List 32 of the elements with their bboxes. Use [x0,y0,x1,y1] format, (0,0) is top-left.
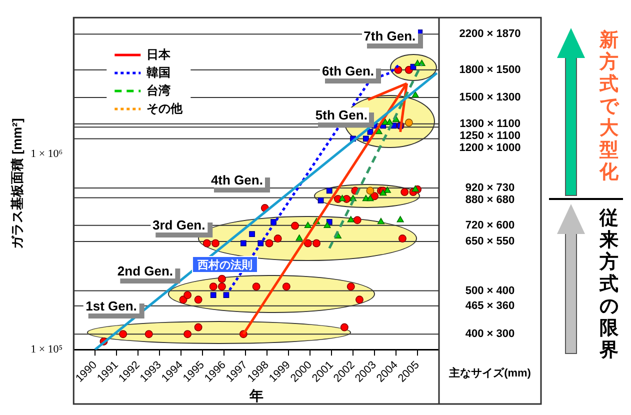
annotation: 3rd Gen. [150,218,208,233]
ref-line-label: 1250 × 1100 [460,130,520,142]
ref-line-label: 920 × 730 [465,182,515,194]
legend-label: 台湾 [146,83,171,98]
ref-line-label: 2200 × 1870 [459,28,521,40]
legend-label: その他 [146,101,184,116]
ref-line-label: 1300 × 1100 [460,118,520,130]
ref-line-label: 465 × 360 [465,300,515,312]
series-label: 西村の法則 [196,258,252,272]
ref-line-label: 720 × 600 [465,219,515,232]
text: 従来方式の限界 [599,208,619,362]
text: 新方式で大型化 [599,30,619,184]
y-axis-title: ガラス基板面積 [mm²] [9,118,24,249]
annotation: 5th Gen. [313,108,370,123]
y-tick-label: 1 × 10⁶ [30,148,63,160]
annotation: 1st Gen. [84,298,139,314]
annotation: 4th Gen. [208,172,265,188]
y-tick-label: 1 × 10⁵ [30,343,63,356]
ref-line-label: 880 × 680 [465,194,515,206]
ref-line-label: 650 × 550 [465,235,515,248]
ref-line-label: 1800 × 1500 [459,64,521,76]
annotation: 2nd Gen. [115,263,176,278]
ref-line-label: 1500 × 1300 [459,92,521,104]
annotation: 6th Gen. [320,63,376,78]
legend-label: 日本 [146,47,172,62]
ref-line-label: 1200 × 1000 [459,142,521,154]
x-axis-title: 年 [248,387,264,404]
ref-line-label: 500 × 400 [465,284,515,297]
ref-line-label: 400 × 300 [465,328,515,340]
text: 主なサイズ(mm) [448,366,532,380]
legend-label: 韓国 [146,65,171,80]
annotation: 7th Gen. [362,28,418,44]
